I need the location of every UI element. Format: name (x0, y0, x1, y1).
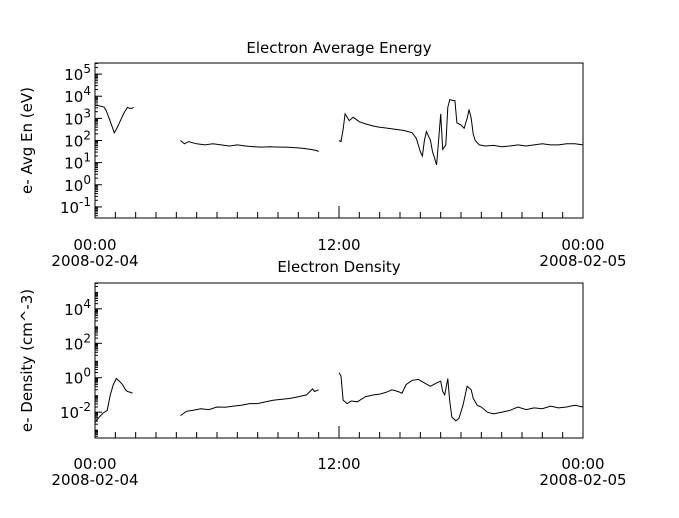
y-axis-label: e- Density (cm^-3) (18, 289, 36, 432)
density-plot: Electron Density e- Density (cm^-3) 10-2 10… (18, 258, 627, 489)
data-trace-segment-3 (338, 98, 584, 166)
y-axis-label: e- Avg En (eV) (18, 87, 36, 194)
chart-title: Electron Average Energy (246, 39, 431, 57)
y-tick-label: 101 (64, 151, 91, 173)
x-tick-date-label: 2008-02-04 (51, 252, 138, 270)
x-tick-date-label: 2008-02-05 (539, 252, 626, 270)
energy-plot: Electron Average Energy e- Avg En (eV) 10-… (18, 39, 627, 270)
data-trace-segment-1 (94, 377, 133, 423)
x-tick-time-label: 00:00 (561, 236, 604, 254)
y-tick-label: 10-1 (60, 195, 91, 217)
chart-title: Electron Density (277, 258, 400, 276)
y-tick-label: 102 (64, 129, 91, 151)
x-tick-time-label: 12:00 (317, 455, 360, 473)
y-tick-label: 10-2 (60, 400, 91, 422)
plot-frame (94, 282, 584, 439)
x-tick-date-label: 2008-02-04 (51, 471, 138, 489)
data-trace-segment-1 (94, 104, 134, 134)
y-tick-label: 100 (64, 173, 91, 195)
data-trace-segment-2 (180, 140, 319, 153)
x-tick-time-label: 12:00 (317, 236, 360, 254)
x-tick-time-label: 00:00 (73, 455, 116, 473)
y-tick-label: 102 (64, 331, 91, 353)
y-tick-label: 105 (64, 62, 91, 84)
y-tick-label: 104 (64, 84, 91, 106)
y-tick-label: 104 (64, 297, 91, 319)
x-tick-date-label: 2008-02-05 (539, 471, 626, 489)
x-tick-time-label: 00:00 (561, 455, 604, 473)
data-trace-segment-2 (180, 388, 319, 417)
data-trace-segment-3 (338, 372, 584, 422)
y-tick-label: 100 (64, 366, 91, 388)
x-tick-time-label: 00:00 (73, 236, 116, 254)
y-tick-label: 103 (64, 106, 91, 128)
